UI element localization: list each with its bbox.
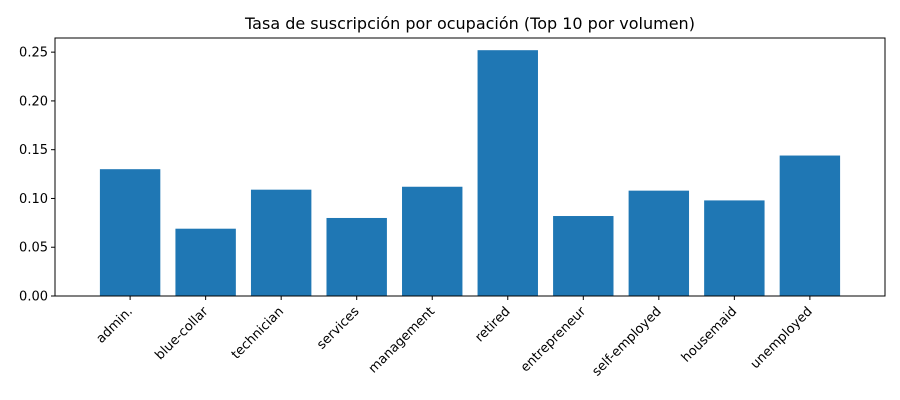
y-axis: 0.00 0.05 0.10 0.15 0.20 0.25 (19, 46, 55, 305)
y-tick-label: 0.20 (19, 94, 48, 109)
bar-blue-collar (175, 228, 236, 296)
x-tick-label: self-employed (589, 304, 664, 379)
bar-services (326, 217, 387, 296)
y-tick-label: 0.10 (19, 192, 48, 207)
bars-group (99, 50, 841, 296)
bar-self-employed (628, 190, 690, 296)
y-tick-label: 0.15 (19, 143, 48, 158)
x-tick-label: technician (229, 304, 287, 362)
x-tick-label: entrepreneur (518, 304, 590, 376)
bar-technician (250, 189, 312, 296)
x-tick-label: retired (473, 304, 514, 345)
x-axis: admin. blue-collar technician services manag… (94, 296, 816, 379)
bar-entrepreneur (553, 216, 614, 296)
bar-housemaid (704, 200, 765, 296)
x-tick-label: management (366, 304, 438, 376)
bar-management (402, 186, 463, 296)
bar-admin (99, 169, 161, 296)
bar-unemployed (779, 155, 841, 296)
x-tick-label: unemployed (748, 304, 816, 372)
x-tick-label: blue-collar (152, 304, 211, 363)
y-tick-label: 0.05 (19, 241, 48, 256)
chart-title: Tasa de suscripción por ocupación (Top 1… (244, 14, 695, 33)
x-tick-label: housemaid (679, 304, 740, 365)
x-tick-label: services (314, 304, 362, 352)
plot-frame (54, 37, 886, 297)
y-tick-label: 0.00 (19, 290, 48, 305)
x-tick-label: admin. (94, 304, 136, 346)
y-tick-label: 0.25 (19, 46, 48, 61)
bar-retired (477, 50, 538, 296)
